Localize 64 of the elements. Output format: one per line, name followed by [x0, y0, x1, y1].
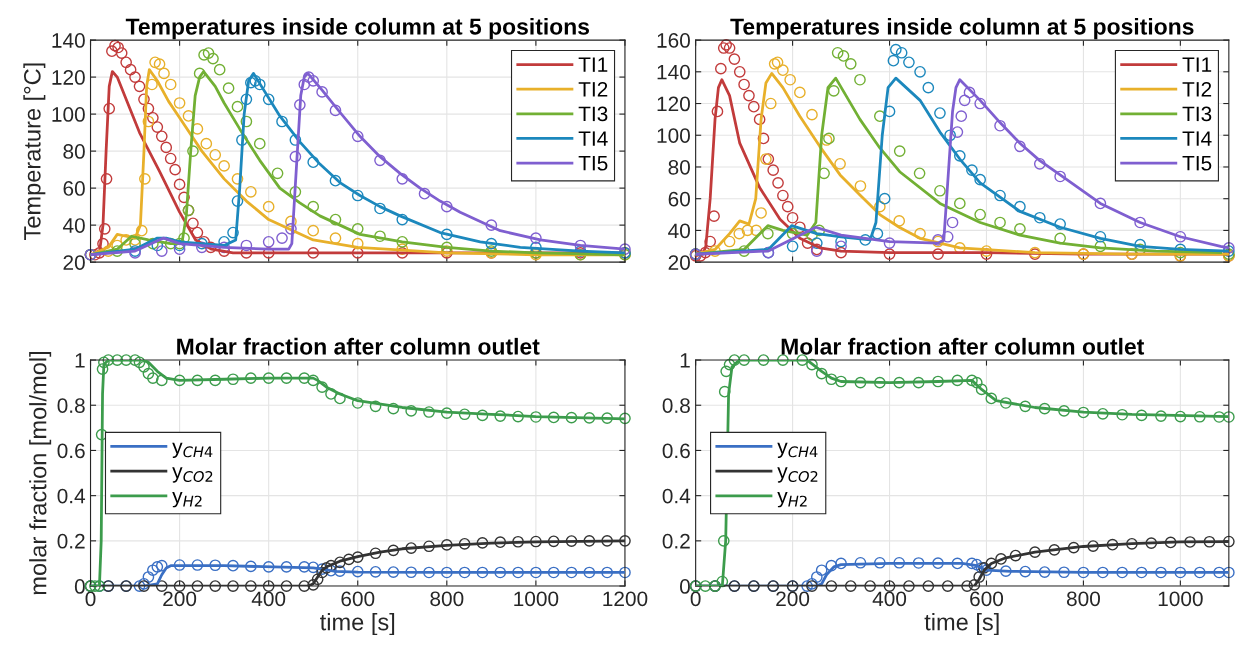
y-tick-label: 20 [63, 255, 85, 270]
legend-label: TI5 [1182, 156, 1212, 171]
x-tick-label: 1200 [603, 591, 648, 607]
y-tick-label: 120 [657, 96, 690, 112]
y-tick-label: 0.6 [57, 443, 85, 459]
legend-label: y$_{CH4}$ [777, 442, 818, 459]
y-tick-label: 0.8 [662, 398, 690, 413]
y-tick-label: 0.4 [57, 488, 86, 504]
y-tick-label: 20 [668, 255, 690, 270]
y-tick-label: 140 [657, 64, 690, 80]
x-tick-label: 0 [690, 591, 701, 607]
legend-label: TI2 [1182, 81, 1212, 97]
x-tick-label: 600 [970, 591, 1004, 607]
legend-label: TI3 [578, 106, 608, 122]
chart-title: Molar fraction after column outlet [781, 337, 1145, 355]
y-tick-label: 160 [657, 33, 690, 48]
y-tick-label: 100 [657, 128, 690, 143]
x-tick-label: 400 [251, 591, 286, 607]
legend-label: y$_{CO2}$ [777, 467, 818, 483]
y-axis-title: molar fraction [mol/mol] [29, 352, 52, 595]
x-axis-title: time [s] [924, 613, 999, 636]
y-axis-title: Temperature [°C] [23, 63, 46, 240]
x-tick-label: 800 [1066, 591, 1100, 607]
y-tick-label: 1 [75, 353, 85, 368]
chart-title: Temperatures inside column at 5 positions [730, 17, 1194, 40]
x-tick-label: 600 [341, 591, 375, 607]
x-axis-title: time [s] [320, 613, 395, 636]
x-tick-label: 1000 [514, 591, 559, 607]
y-tick-label: 0 [74, 579, 85, 594]
legend-label: y$_{H2}$ [777, 492, 807, 508]
y-tick-label: 0.6 [662, 443, 690, 459]
x-tick-label: 1000 [1158, 591, 1203, 607]
y-tick-label: 100 [52, 107, 85, 122]
y-tick-label: 40 [62, 218, 85, 233]
y-tick-label: 80 [668, 159, 690, 175]
legend-label: TI3 [1182, 106, 1212, 122]
y-tick-label: 1 [680, 353, 690, 368]
legend-label: TI2 [578, 81, 608, 97]
x-tick-label: 800 [430, 591, 464, 607]
y-tick-label: 60 [63, 181, 85, 196]
x-tick-label: 200 [163, 591, 197, 607]
y-tick-label: 0.8 [57, 398, 85, 413]
y-tick-label: 0.2 [57, 533, 85, 549]
y-tick-label: 0.4 [662, 488, 691, 504]
legend-label: TI4 [1182, 131, 1212, 146]
y-tick-label: 60 [668, 191, 690, 207]
y-tick-label: 140 [52, 33, 85, 48]
chart-title: Temperatures inside column at 5 positions [125, 17, 590, 40]
y-tick-label: 120 [52, 70, 85, 85]
legend-label: TI5 [578, 156, 608, 171]
legend-label: y$_{CH4}$ [172, 442, 213, 459]
y-tick-label: 80 [63, 144, 85, 159]
legend-label: y$_{CO2}$ [172, 467, 213, 483]
legend-label: y$_{H2}$ [172, 492, 202, 508]
x-tick-label: 0 [85, 591, 96, 607]
y-tick-label: 0 [680, 579, 690, 594]
x-tick-label: 200 [776, 591, 810, 607]
legend-label: TI4 [578, 131, 608, 146]
chart-title: Molar fraction after column outlet [177, 337, 540, 355]
legend-label: TI1 [1182, 57, 1212, 72]
x-tick-label: 400 [872, 591, 907, 607]
legend-label: TI1 [578, 57, 608, 72]
y-tick-label: 0.2 [662, 533, 690, 549]
y-tick-label: 40 [668, 223, 690, 239]
